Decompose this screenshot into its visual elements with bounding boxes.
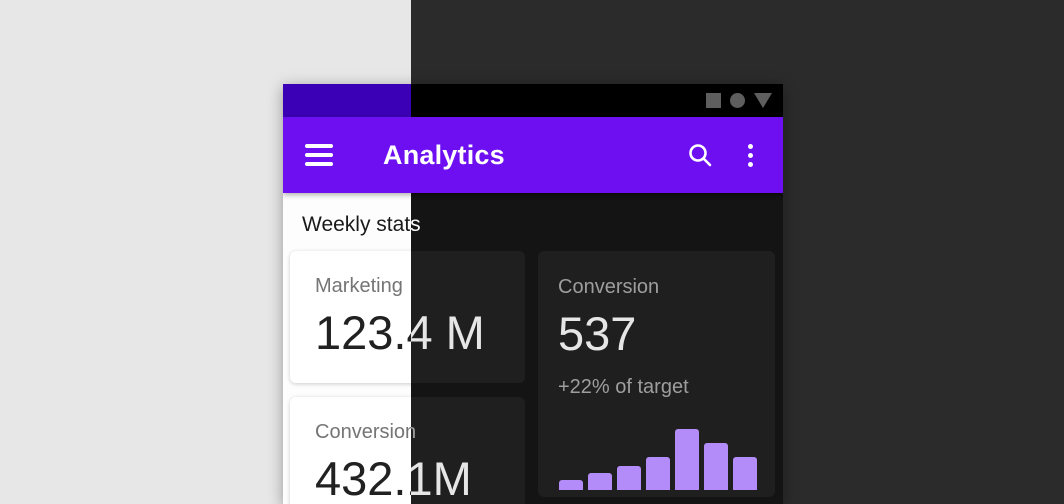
left-column: Marketing 123.4 M Conversion 432.1M — [411, 251, 525, 504]
card-label: Conversion — [558, 276, 660, 298]
content-area: Weekly stats Marketing 123.4 M Conversio… — [411, 193, 783, 504]
bar — [617, 466, 641, 490]
card-value: 432.1M — [411, 453, 525, 504]
card-grid: Marketing 123.4 M Conversion 432.1M Conv… — [411, 251, 783, 504]
square-icon — [706, 93, 721, 108]
card-label: Conversion — [315, 421, 417, 443]
card-label: Conversion — [411, 421, 525, 444]
overflow-menu-icon[interactable] — [744, 142, 757, 169]
bar — [559, 480, 583, 490]
card-label: Marketing — [315, 275, 403, 297]
phone-mockup: Analytics Weekly stats Marketing 123.4 M — [283, 84, 783, 504]
stat-card-marketing[interactable]: Marketing 123.4 M — [411, 251, 525, 383]
stat-card-conversion[interactable]: Conversion 537 +22% of target — [538, 251, 775, 497]
search-icon[interactable] — [687, 142, 713, 168]
app-bar: Analytics — [283, 117, 783, 193]
bar — [588, 473, 612, 490]
bar — [646, 457, 670, 490]
card-subtext: +22% of target — [558, 376, 689, 398]
section-title: Weekly stats — [302, 213, 421, 236]
menu-icon[interactable] — [305, 144, 333, 166]
card-value: 537 — [558, 307, 637, 360]
bar — [704, 443, 728, 490]
status-bar — [411, 84, 783, 117]
right-column: Conversion 537 +22% of target — [538, 251, 775, 504]
bar — [675, 429, 699, 490]
circle-icon — [730, 93, 745, 108]
stat-card-conversion-secondary[interactable]: Conversion 432.1M — [411, 397, 525, 504]
bar-chart — [559, 429, 757, 490]
bar — [733, 457, 757, 490]
triangle-down-icon — [754, 93, 772, 108]
card-value: 123.4 M — [411, 307, 525, 359]
section-title: Weekly stats — [411, 213, 783, 236]
app-title: Analytics — [383, 139, 505, 170]
